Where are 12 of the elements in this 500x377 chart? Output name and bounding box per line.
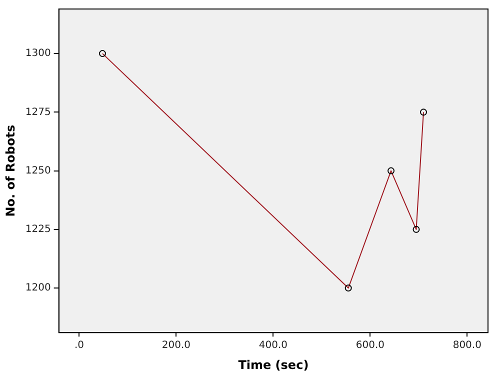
x-tick-label: .0 xyxy=(74,340,84,352)
x-axis-title: Time (sec) xyxy=(238,358,309,372)
y-tick-label: 1250 xyxy=(25,165,51,176)
x-tick-label: 600.0 xyxy=(356,340,384,352)
x-tick-label: 800.0 xyxy=(452,340,482,352)
x-tick-label: 400.0 xyxy=(258,340,288,352)
y-tick-label: 1200 xyxy=(25,282,51,294)
y-tick-label: 1300 xyxy=(25,48,51,60)
x-tick-label: 200.0 xyxy=(162,340,191,352)
y-tick-label: 1225 xyxy=(25,224,51,236)
y-axis-title: No. of Robots xyxy=(3,124,18,217)
y-tick-label: 1275 xyxy=(25,106,51,118)
